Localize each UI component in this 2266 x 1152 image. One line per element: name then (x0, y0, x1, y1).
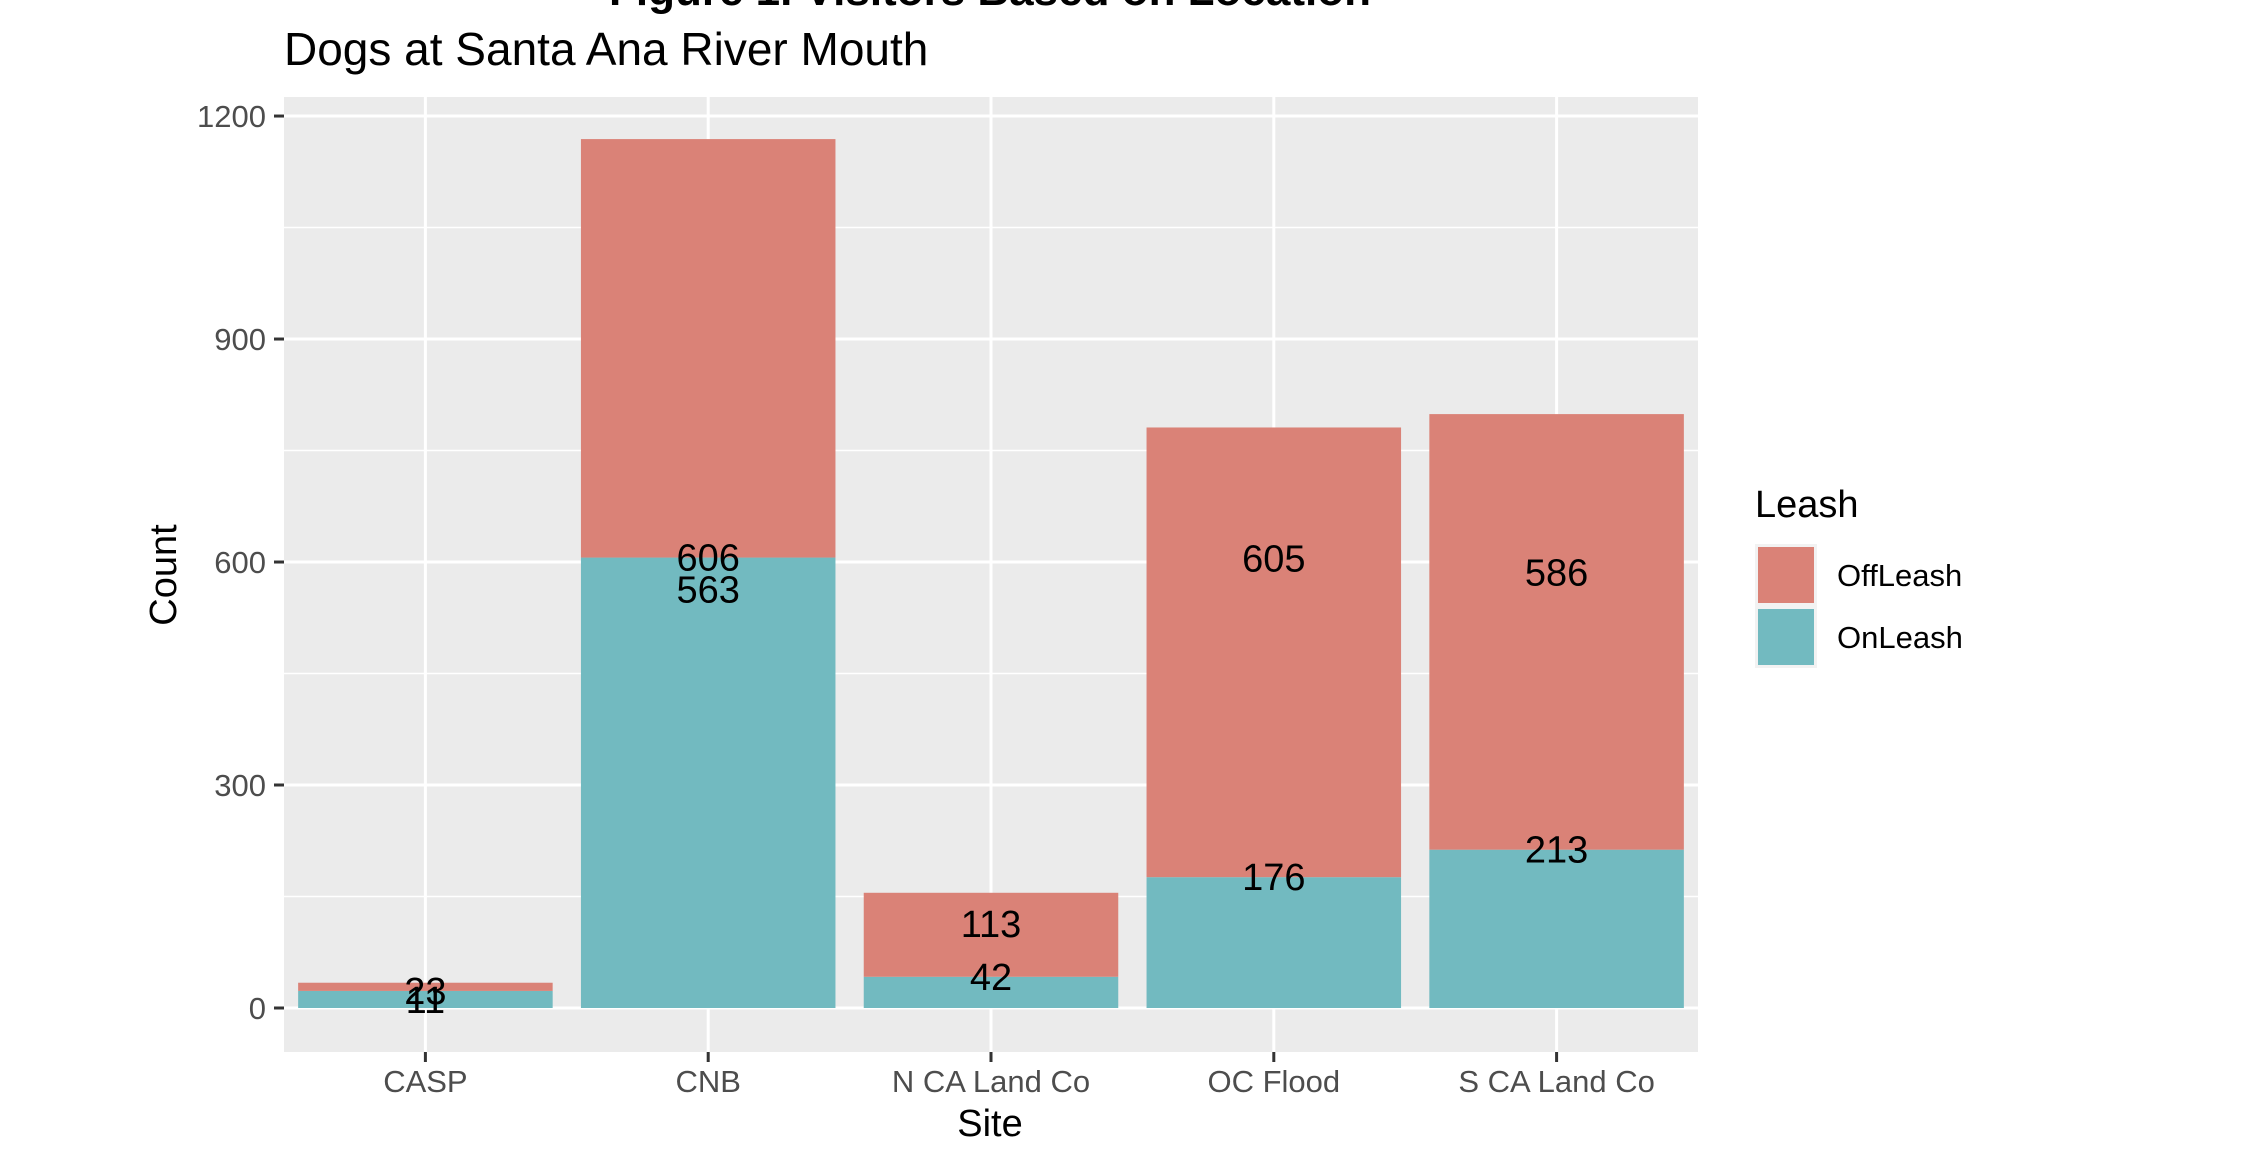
bar-onleash-casp (298, 990, 553, 1008)
bar-offleash-casp (298, 982, 553, 991)
data-label: 23 (404, 971, 446, 1013)
y-axis-title: Count (143, 524, 185, 626)
bars-layer (298, 139, 1684, 1008)
bar-offleash-n-ca-land-co (863, 892, 1119, 977)
y-tick-label: 600 (214, 545, 266, 580)
bar-offleash-oc-flood (1146, 427, 1402, 878)
y-tick-label: 300 (214, 768, 266, 803)
legend-swatch-onleash (1758, 609, 1814, 665)
data-label: 563 (676, 570, 739, 612)
x-tick-label: N CA Land Co (892, 1064, 1090, 1099)
legend-swatch-offleash (1758, 547, 1814, 603)
bar-onleash-cnb (580, 557, 836, 1008)
bar-onleash-oc-flood (1146, 877, 1402, 1008)
data-label: 113 (961, 904, 1022, 946)
bar-onleash-s-ca-land-co (1429, 849, 1684, 1008)
bar-onleash-n-ca-land-co (863, 976, 1119, 1008)
chart-title: Figure 1. Visitors Based on Location (609, 0, 1371, 15)
y-tick-label: 900 (214, 322, 266, 357)
y-axis: 0 300 600 900 1200 (197, 99, 284, 1026)
x-tick-label: CASP (383, 1064, 467, 1099)
legend-label-onleash: OnLeash (1837, 620, 1963, 655)
bar-offleash-s-ca-land-co (1429, 414, 1684, 850)
data-label: 586 (1525, 552, 1588, 594)
data-label: 11 (406, 980, 445, 1022)
x-tick-label: OC Flood (1207, 1064, 1340, 1099)
data-label: 606 (676, 538, 739, 580)
bar-offleash-cnb (580, 139, 836, 558)
x-axis-title: Site (957, 1103, 1022, 1145)
y-tick-label: 0 (249, 991, 266, 1026)
data-label: 176 (1242, 857, 1305, 899)
data-label: 605 (1242, 538, 1305, 580)
legend-label-offleash: OffLeash (1837, 558, 1962, 593)
x-tick-label: CNB (675, 1064, 740, 1099)
data-label: 213 (1525, 830, 1588, 872)
y-tick-label: 1200 (197, 99, 266, 134)
legend-title: Leash (1755, 484, 1859, 526)
x-axis: CASP CNB N CA Land Co OC Flood S CA Land Co (383, 1052, 1655, 1099)
data-label: 42 (970, 957, 1012, 999)
legend: Leash OffLeash OnLeash (1755, 484, 1963, 668)
x-tick-label: S CA Land Co (1458, 1064, 1654, 1099)
chart-subtitle: Dogs at Santa Ana River Mouth (284, 23, 928, 75)
